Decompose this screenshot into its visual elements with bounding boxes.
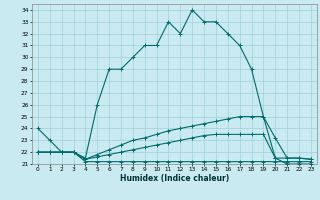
X-axis label: Humidex (Indice chaleur): Humidex (Indice chaleur) bbox=[120, 174, 229, 183]
